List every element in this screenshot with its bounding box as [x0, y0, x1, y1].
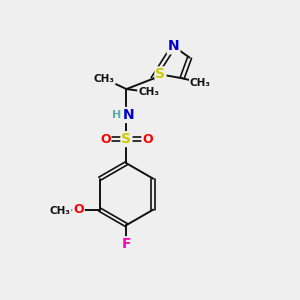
Text: N: N — [168, 39, 179, 53]
Text: H: H — [112, 110, 122, 120]
Text: CH₃: CH₃ — [138, 87, 159, 97]
Text: N: N — [123, 108, 135, 122]
Text: CH₃: CH₃ — [94, 74, 115, 84]
Text: O: O — [100, 133, 111, 146]
Text: CH₃: CH₃ — [190, 78, 211, 88]
Text: S: S — [122, 132, 131, 146]
Text: O: O — [73, 203, 84, 216]
Text: O: O — [142, 133, 153, 146]
Text: S: S — [155, 68, 166, 81]
Text: F: F — [122, 237, 131, 251]
Text: CH₃: CH₃ — [50, 206, 71, 216]
